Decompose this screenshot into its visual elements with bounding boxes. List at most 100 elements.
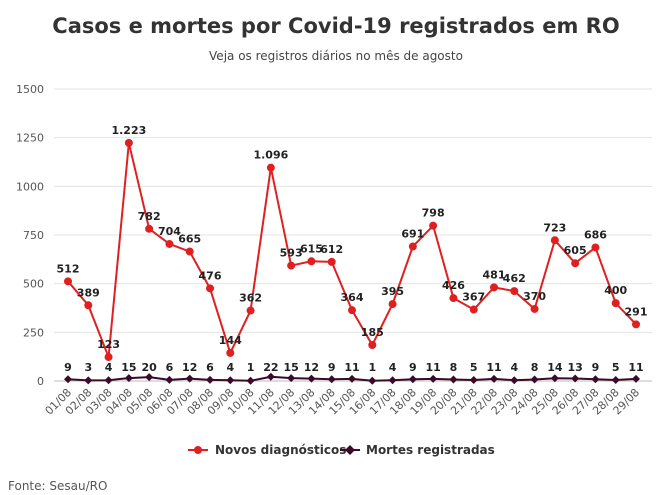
data-labels: 5123891231.2237827046654761443621.096593… [57,124,648,374]
data-label-mortes-registradas: 11 [628,361,643,374]
data-label-novos-diagnosticos: 426 [442,279,465,292]
point-mortes-registradas [571,374,580,383]
point-mortes-registradas [591,375,600,384]
point-novos-diagnosticos [246,306,255,315]
data-label-novos-diagnosticos: 400 [604,284,627,297]
point-mortes-registradas [510,376,519,385]
data-label-mortes-registradas: 1 [368,361,376,374]
point-mortes-registradas [84,376,93,385]
data-label-novos-diagnosticos: 476 [199,269,222,282]
point-mortes-registradas [104,376,113,385]
point-novos-diagnosticos [449,294,458,303]
data-label-novos-diagnosticos: 367 [462,291,485,304]
data-label-novos-diagnosticos: 512 [57,262,80,275]
point-mortes-registradas [327,375,336,384]
source-note: Fonte: Sesau/RO [8,479,107,493]
data-label-mortes-registradas: 1 [247,361,255,374]
point-novos-diagnosticos [84,301,93,310]
legend-label-novos-diagnosticos: Novos diagnósticos [215,443,346,457]
y-tick-label: 1250 [16,132,44,145]
data-label-mortes-registradas: 6 [206,361,214,374]
point-mortes-registradas [226,376,235,385]
y-tick-label: 250 [23,326,44,339]
data-label-novos-diagnosticos: 782 [138,210,161,223]
y-tick-label: 1500 [16,83,44,96]
data-label-mortes-registradas: 5 [612,361,620,374]
data-label-novos-diagnosticos: 691 [401,227,424,240]
data-label-novos-diagnosticos: 704 [158,225,181,238]
data-label-novos-diagnosticos: 615 [300,242,323,255]
data-label-novos-diagnosticos: 612 [320,243,343,256]
point-mortes-registradas [632,374,640,383]
data-label-novos-diagnosticos: 723 [543,221,566,234]
point-mortes-registradas [185,374,194,383]
data-label-mortes-registradas: 15 [121,361,136,374]
point-mortes-registradas [165,375,174,384]
data-label-mortes-registradas: 12 [304,361,319,374]
point-novos-diagnosticos [266,163,275,172]
data-label-mortes-registradas: 3 [84,361,92,374]
y-tick-label: 500 [23,278,44,291]
point-novos-diagnosticos [550,236,559,245]
y-tick-label: 0 [37,375,44,388]
point-mortes-registradas [550,374,559,383]
point-novos-diagnosticos [408,242,417,251]
data-label-novos-diagnosticos: 185 [361,326,384,339]
data-label-novos-diagnosticos: 1.096 [253,149,288,162]
point-novos-diagnosticos [368,340,377,349]
point-novos-diagnosticos [632,320,640,329]
point-novos-diagnosticos [124,138,133,147]
data-label-novos-diagnosticos: 364 [341,291,364,304]
point-mortes-registradas [611,376,620,385]
data-label-mortes-registradas: 5 [470,361,478,374]
point-novos-diagnosticos [64,277,72,286]
point-novos-diagnosticos [307,257,316,266]
data-label-mortes-registradas: 4 [510,361,518,374]
point-novos-diagnosticos [429,221,438,230]
data-label-mortes-registradas: 9 [328,361,336,374]
data-label-novos-diagnosticos: 389 [77,286,100,299]
data-label-mortes-registradas: 22 [263,361,278,374]
data-label-mortes-registradas: 4 [389,361,397,374]
point-mortes-registradas [368,376,377,385]
chart-subtitle: Veja os registros diários no mês de agos… [209,49,463,63]
point-mortes-registradas [469,376,478,385]
data-label-novos-diagnosticos: 686 [584,228,607,241]
point-mortes-registradas [287,374,296,383]
point-novos-diagnosticos [388,300,397,309]
data-label-mortes-registradas: 9 [592,361,600,374]
series [64,138,640,385]
data-label-novos-diagnosticos: 605 [564,244,587,257]
data-label-novos-diagnosticos: 123 [97,338,120,351]
point-novos-diagnosticos [226,348,235,357]
data-label-mortes-registradas: 8 [531,361,539,374]
legend-circle-marker [194,446,202,454]
point-mortes-registradas [348,374,356,383]
data-label-novos-diagnosticos: 593 [280,247,303,260]
x-axis: 01/0802/0803/0804/0805/0806/0807/0808/08… [43,386,643,418]
legend-item-novos-diagnosticos[interactable]: Novos diagnósticos [188,443,346,457]
data-label-mortes-registradas: 15 [283,361,298,374]
point-mortes-registradas [388,376,397,385]
point-novos-diagnosticos [530,304,539,313]
point-novos-diagnosticos [185,247,194,256]
point-novos-diagnosticos [165,239,174,248]
point-mortes-registradas [64,375,72,384]
point-novos-diagnosticos [490,283,498,292]
legend-item-mortes-registradas[interactable]: Mortes registradas [340,443,495,457]
point-novos-diagnosticos [591,243,600,252]
legend: Novos diagnósticos Mortes registradas [188,443,495,457]
point-novos-diagnosticos [287,261,296,270]
y-tick-label: 1000 [16,180,44,193]
point-mortes-registradas [307,374,316,383]
data-label-mortes-registradas: 4 [226,361,234,374]
point-mortes-registradas [124,374,133,383]
data-label-mortes-registradas: 9 [64,361,72,374]
point-mortes-registradas [408,375,417,384]
point-mortes-registradas [145,373,154,382]
data-label-novos-diagnosticos: 481 [483,268,506,281]
series-line-novos-diagnosticos [67,141,637,359]
data-label-mortes-registradas: 8 [450,361,458,374]
data-label-mortes-registradas: 12 [182,361,197,374]
